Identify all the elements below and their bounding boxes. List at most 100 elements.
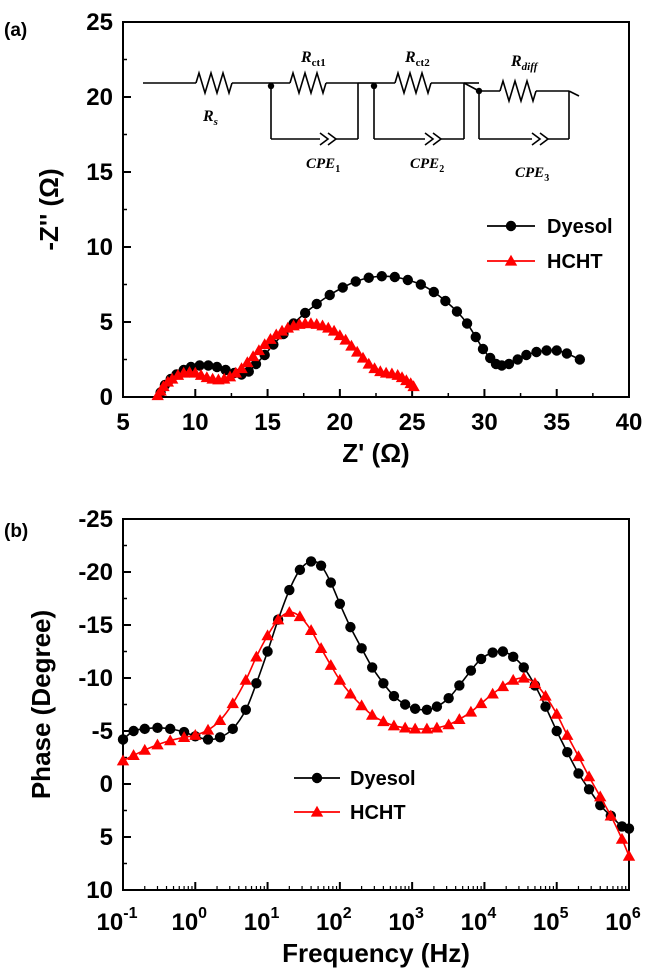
data-point [314, 642, 328, 653]
legend-marker [310, 805, 324, 817]
data-point [235, 362, 248, 374]
data-point [227, 723, 238, 735]
data-point [561, 348, 573, 359]
data-point [402, 274, 414, 286]
data-point [283, 606, 296, 617]
rdiff-label: Rdiff [510, 53, 539, 73]
data-point [470, 331, 481, 343]
data-point [262, 646, 273, 657]
data-point [355, 699, 368, 711]
data-point [327, 324, 341, 336]
series-hcht [116, 606, 636, 861]
data-point [421, 704, 433, 715]
data-point [284, 584, 295, 596]
data-point [461, 318, 473, 329]
data-point [475, 653, 487, 665]
resistor-rs [195, 70, 233, 96]
data-point [539, 689, 552, 701]
plot-frame [122, 518, 630, 891]
data-point [294, 564, 306, 576]
resistor-rct2 [394, 70, 432, 96]
x-tick-label: 101 [244, 905, 280, 936]
y-tick-label: 15 [86, 159, 113, 186]
panel-b-axes: 10-1 100 101 102 103 104 105 106-25-20-15-10-50… [26, 506, 641, 968]
data-point [506, 673, 520, 685]
data-point [583, 784, 595, 795]
data-point [594, 790, 607, 802]
data-point [398, 721, 412, 733]
data-point [518, 662, 529, 673]
data-point [365, 708, 379, 720]
y-axis-title: Phase (Degree) [26, 610, 56, 799]
data-point [362, 357, 375, 369]
data-point [117, 734, 129, 745]
data-point [582, 770, 596, 782]
data-point [345, 621, 356, 633]
x-tick-label: 105 [533, 905, 569, 936]
x-tick-label: 25 [399, 409, 426, 436]
x-axis-title: Frequency (Hz) [282, 938, 470, 968]
data-point [138, 743, 151, 755]
data-point [623, 823, 635, 834]
data-point [239, 673, 253, 685]
data-point [431, 701, 443, 712]
data-point [250, 650, 263, 662]
rct1-label: Rct1 [300, 49, 326, 69]
data-point [420, 722, 434, 734]
series-hcht [151, 317, 420, 401]
legend-marker [504, 254, 518, 266]
data-point [540, 701, 551, 712]
y-tick-label: -25 [78, 506, 113, 533]
resistor-rct1 [289, 70, 327, 96]
x-tick-label: 20 [327, 409, 354, 436]
panel-a-legend: Dyesol HCHT [487, 216, 613, 273]
data-point [189, 729, 202, 740]
data-point [271, 613, 285, 625]
circuit-nodes [267, 82, 483, 95]
data-point [251, 678, 262, 689]
y-tick-label: 20 [86, 84, 113, 111]
data-point [517, 671, 530, 683]
data-point [572, 750, 585, 762]
data-point [356, 351, 370, 363]
data-point [428, 286, 440, 298]
y-tick-label: -15 [78, 612, 113, 639]
resistor-rdiff [499, 78, 537, 104]
data-point [270, 328, 283, 340]
x-tick-label: 35 [543, 409, 570, 436]
y-tick-label: 0 [100, 384, 113, 411]
data-point [344, 687, 357, 699]
data-point [574, 354, 586, 365]
panel-b-series [116, 556, 636, 861]
data-point [541, 345, 552, 356]
data-point [264, 333, 277, 344]
data-point [229, 366, 242, 378]
panel-b-phase-plot: (b) 10-1 100 101 102 103 104 105 106-25-20-15-1… [4, 506, 641, 968]
data-point [311, 298, 322, 310]
data-point [202, 734, 214, 745]
data-point [503, 358, 515, 370]
legend-label: HCHT [547, 251, 603, 273]
panel-a-label: (a) [4, 20, 27, 41]
data-point [454, 680, 465, 691]
data-point [615, 832, 629, 844]
data-point [275, 324, 289, 336]
data-point [507, 651, 519, 662]
data-point [333, 673, 347, 685]
data-point [604, 809, 617, 821]
legend-marker [505, 220, 517, 232]
data-point [241, 356, 254, 368]
data-point [387, 719, 401, 731]
data-point [203, 360, 214, 371]
data-point [551, 725, 562, 737]
data-point [152, 722, 163, 734]
data-point [389, 271, 400, 283]
data-point [246, 350, 260, 362]
data-point [487, 647, 498, 658]
data-point [250, 358, 262, 370]
data-point [128, 725, 139, 737]
data-point [305, 556, 317, 567]
y-tick-label: 25 [86, 9, 113, 36]
data-point [304, 624, 318, 635]
data-point [226, 697, 239, 709]
